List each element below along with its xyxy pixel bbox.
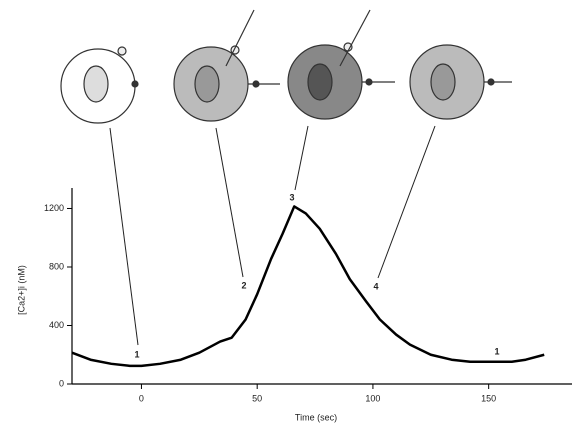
x-tick-label: 150 (481, 393, 496, 403)
receptor (117, 46, 127, 56)
annotation: 4 (373, 281, 378, 291)
y-tick-label: 800 (49, 261, 64, 271)
connector (215, 127, 244, 278)
y-tick-label: 400 (49, 320, 64, 330)
y-axis-label: [Ca2+]i (nM) (16, 265, 26, 315)
connector (109, 127, 139, 346)
arrow (225, 9, 255, 67)
annotation: 1 (494, 346, 499, 356)
channel (252, 80, 260, 88)
nucleus (307, 63, 333, 101)
x-tick-label: 0 (139, 393, 144, 403)
annotation: 2 (241, 280, 246, 290)
arrow (339, 9, 371, 67)
nucleus (83, 65, 109, 103)
connector (294, 125, 309, 191)
annotation: 3 (289, 192, 294, 202)
channel (131, 80, 139, 88)
data-line (71, 205, 545, 368)
x-tick-label: 50 (252, 393, 262, 403)
cell-diagrams (60, 9, 512, 124)
y-tick-label: 0 (59, 378, 64, 388)
x-axis-label: Time (sec) (295, 412, 337, 422)
nucleus (430, 63, 456, 101)
connector (377, 125, 436, 279)
channel (487, 78, 495, 86)
annotation: 1 (134, 349, 139, 359)
nucleus (194, 65, 220, 103)
y-tick-label: 1200 (44, 203, 64, 213)
connector-lines (109, 125, 436, 346)
x-tick-label: 100 (365, 393, 380, 403)
channel (365, 78, 373, 86)
